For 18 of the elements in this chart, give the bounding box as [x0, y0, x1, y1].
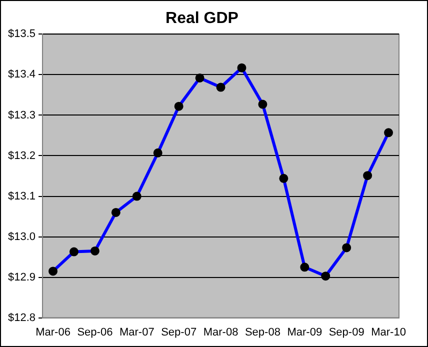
- y-tick-label: $13.5: [8, 28, 36, 40]
- x-tick-label: Mar-09: [287, 326, 322, 338]
- x-tick-label: Sep-06: [77, 326, 113, 338]
- y-tick-label: $12.9: [8, 271, 36, 284]
- chart-title: Real GDP: [166, 10, 239, 28]
- y-tick-label: $13.3: [8, 109, 36, 122]
- x-tick-label: Sep-07: [161, 326, 197, 338]
- y-tick-label: $13.1: [8, 190, 36, 202]
- x-tick-label: Sep-09: [328, 326, 364, 338]
- y-tick-label: $13.4: [8, 68, 36, 81]
- y-tick-label: $13.0: [8, 230, 36, 243]
- y-tick-label: $12.8: [8, 312, 36, 324]
- x-tick-label: Sep-08: [244, 326, 280, 338]
- x-tick-label: Mar-07: [119, 326, 154, 338]
- x-tick-label: Mar-10: [371, 326, 406, 338]
- x-tick-label: Mar-08: [203, 326, 238, 338]
- y-tick-label: $13.2: [8, 150, 36, 162]
- x-tick-label: Mar-06: [36, 326, 70, 338]
